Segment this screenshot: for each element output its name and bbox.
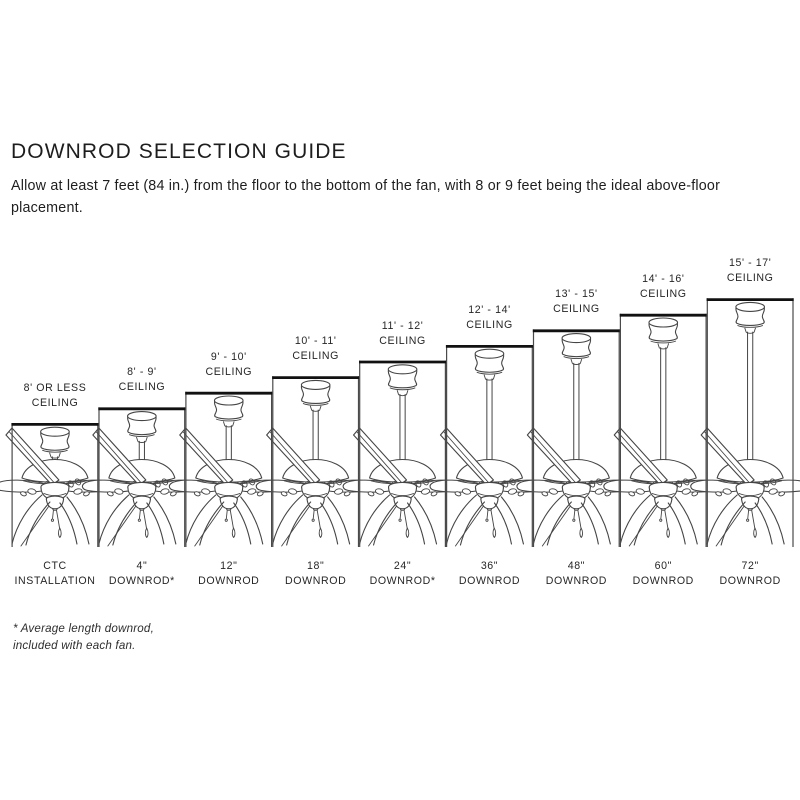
- ceiling-height-label: 8' - 9' CEILING: [98, 365, 185, 395]
- ceiling-word: CEILING: [466, 319, 513, 331]
- downrod-size: 12": [220, 560, 238, 572]
- ceiling-range: 12' - 14': [468, 304, 511, 316]
- downrod-graphic: [573, 360, 580, 464]
- ceiling-word: CEILING: [379, 334, 426, 347]
- ceiling-range: 15' - 17': [728, 257, 772, 270]
- ceiling-height-label: 15' - 17' CEILING: [707, 256, 794, 286]
- canopy-graphic: [561, 333, 592, 366]
- ceiling-word: CEILING: [31, 397, 79, 409]
- canopy-graphic: [40, 426, 70, 459]
- ceiling-word: CEILING: [640, 287, 687, 300]
- ceiling-word: CEILING: [205, 365, 253, 378]
- canopy-graphic: [735, 301, 766, 334]
- ceiling-height-label: 13' - 15' CEILING: [533, 287, 620, 317]
- downrod-length-label: 48" DOWNROD: [533, 559, 620, 589]
- ceiling-range: 9' - 10': [210, 350, 247, 363]
- ceiling-word: CEILING: [553, 303, 600, 316]
- downrod-word: DOWNROD: [198, 575, 260, 587]
- footnote-line2: included with each fan.: [13, 638, 136, 652]
- ceiling-range: 11' - 12': [381, 319, 424, 332]
- downrod-size: 72": [741, 560, 759, 572]
- fan-layer: [0, 301, 800, 547]
- downrod-word: DOWNROD: [458, 575, 521, 587]
- ceiling-word: CEILING: [118, 381, 166, 394]
- downrod-graphic: [312, 407, 319, 465]
- downrod-word: INSTALLATION: [14, 575, 96, 587]
- ceiling-height-label: 8' OR LESS CEILING: [12, 381, 99, 411]
- page-title: DOWNROD SELECTION GUIDE: [11, 140, 347, 163]
- downrod-graphic: [660, 344, 667, 464]
- downrod-length-label: 36" DOWNROD: [446, 559, 533, 589]
- downrod-length-label: 72" DOWNROD: [707, 559, 794, 589]
- canopy-graphic: [300, 379, 331, 412]
- downrod-graphic: [399, 391, 406, 465]
- downrod-word: DOWNROD: [285, 575, 347, 587]
- downrod-size: 36": [480, 560, 499, 572]
- ceiling-range: 14' - 16': [642, 272, 685, 285]
- downrod-graphic: [747, 329, 754, 465]
- ceiling-height-label: 10' - 11' CEILING: [272, 334, 359, 364]
- downrod-length-label: 18" DOWNROD: [272, 559, 359, 589]
- ceiling-word: CEILING: [726, 272, 774, 285]
- intro-text: Allow at least 7 feet (84 in.) from the …: [11, 178, 721, 216]
- downrod-length-label: 4" DOWNROD*: [98, 559, 185, 589]
- downrod-word: DOWNROD: [719, 575, 781, 587]
- downrod-length-label: CTC INSTALLATION: [12, 559, 99, 589]
- canopy-graphic: [474, 348, 505, 381]
- ceiling-height-label: 9' - 10' CEILING: [185, 350, 272, 380]
- downrod-size: 4": [136, 560, 148, 572]
- downrod-length-label: 24" DOWNROD*: [359, 559, 446, 589]
- box-borders: [11, 298, 794, 547]
- ceiling-range: 8' - 9': [127, 366, 157, 379]
- footnote: * Average length downrod, included with …: [13, 621, 154, 655]
- downrod-word: DOWNROD: [545, 575, 608, 587]
- downrod-size: 18": [307, 560, 325, 572]
- ceiling-range: 13' - 15': [555, 288, 598, 301]
- downrod-graphic: [225, 422, 232, 464]
- ceiling-height-label: 14' - 16' CEILING: [620, 272, 707, 302]
- downrod-length-label: 60" DOWNROD: [620, 559, 707, 589]
- downrod-size: 60": [654, 560, 672, 572]
- downrod-size: 48": [567, 560, 586, 572]
- ceiling-height-label: 11' - 12' CEILING: [359, 319, 446, 349]
- downrod-graphic: [486, 376, 493, 464]
- ceiling-height-label: 12' - 14' CEILING: [446, 303, 533, 333]
- downrod-size: 24": [393, 560, 412, 572]
- canopy-graphic: [387, 364, 418, 397]
- downrod-word: DOWNROD: [632, 575, 694, 587]
- downrod-word: DOWNROD*: [369, 575, 436, 587]
- canopy-graphic: [648, 317, 679, 350]
- ceiling-word: CEILING: [292, 350, 339, 363]
- downrod-size: CTC: [43, 560, 67, 572]
- downrod-word: DOWNROD*: [108, 575, 175, 587]
- ceiling-range: 10' - 11': [294, 335, 337, 348]
- ceiling-range: 8' OR LESS: [23, 382, 87, 394]
- downrod-length-label: 12" DOWNROD: [185, 559, 272, 589]
- canopy-graphic: [213, 395, 244, 428]
- footnote-line1: * Average length downrod,: [13, 622, 154, 635]
- canopy-graphic: [127, 411, 157, 444]
